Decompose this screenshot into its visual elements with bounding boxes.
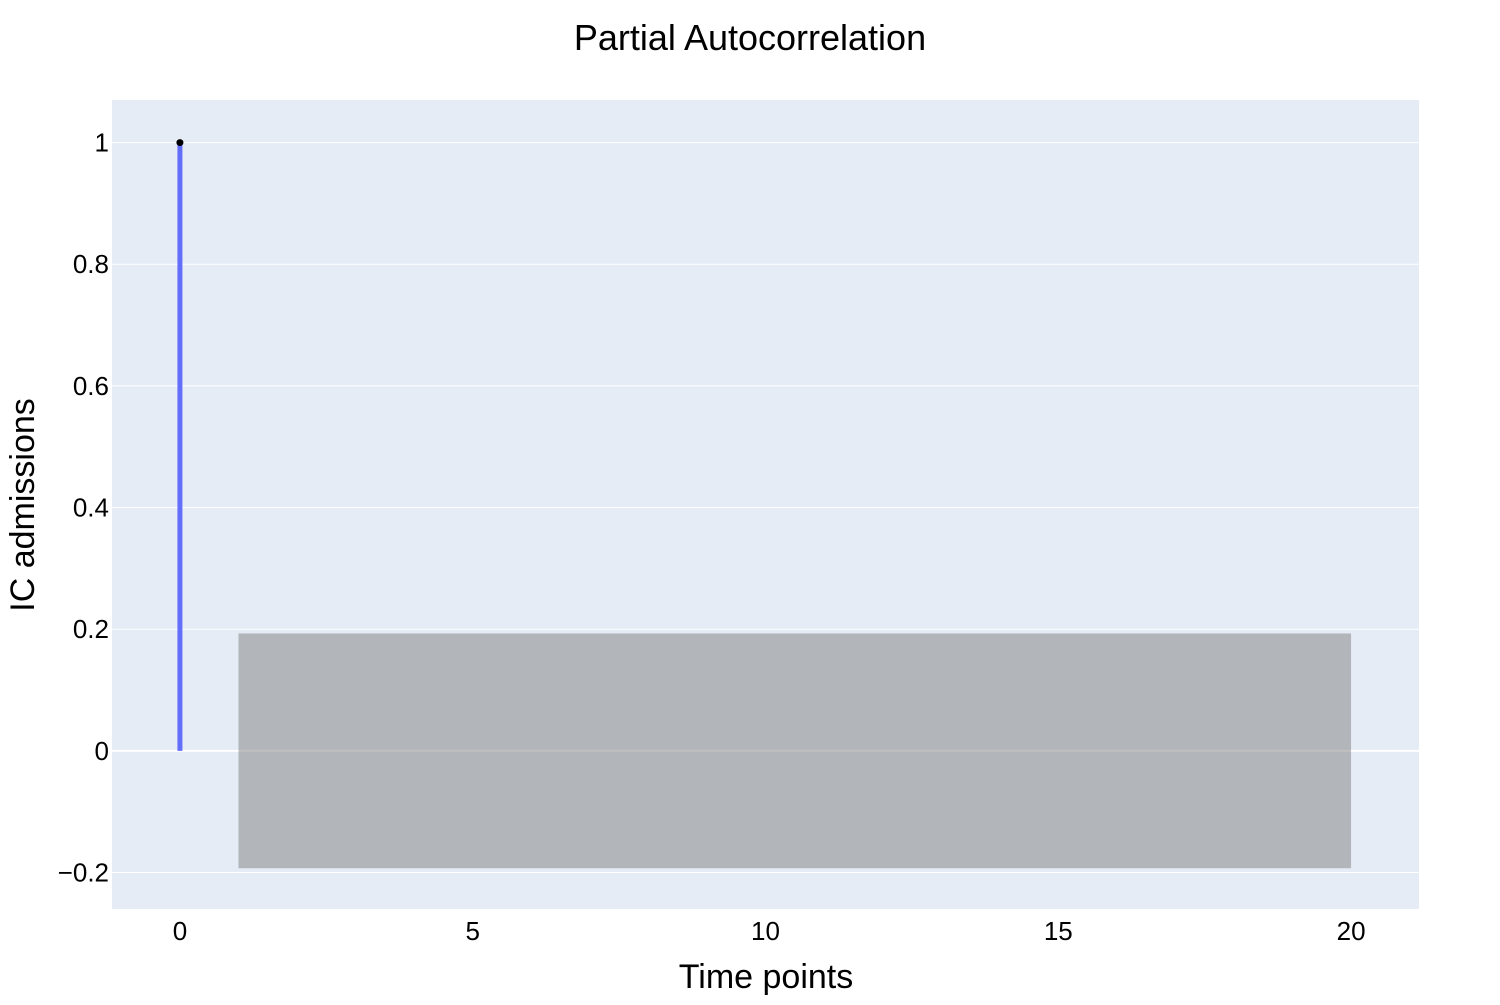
chart-title: Partial Autocorrelation xyxy=(574,17,926,58)
y-tick-label: 0.6 xyxy=(73,371,109,401)
x-tick-label: 20 xyxy=(1337,916,1366,946)
y-tick-label: 1 xyxy=(95,128,109,158)
tick-layer: −0.200.20.40.60.810 5 10 15 20 xyxy=(58,128,1366,946)
y-tick-label: 0.8 xyxy=(73,249,109,279)
confidence-band xyxy=(238,633,1352,869)
y-tick-label: −0.2 xyxy=(58,858,109,888)
y-axis-title: IC admissions xyxy=(4,398,42,612)
x-tick-label: 5 xyxy=(465,916,479,946)
y-tick-label: 0 xyxy=(95,736,109,766)
y-tick-label: 0.2 xyxy=(73,614,109,644)
y-tick-label: 0.4 xyxy=(73,493,109,523)
x-tick-label: 0 xyxy=(173,916,187,946)
x-tick-label: 10 xyxy=(751,916,780,946)
confidence-band-layer xyxy=(238,633,1352,869)
stem-layer xyxy=(176,139,184,751)
x-tick-label: 15 xyxy=(1044,916,1073,946)
stem-marker xyxy=(176,139,184,147)
x-axis-title: Time points xyxy=(679,958,853,996)
